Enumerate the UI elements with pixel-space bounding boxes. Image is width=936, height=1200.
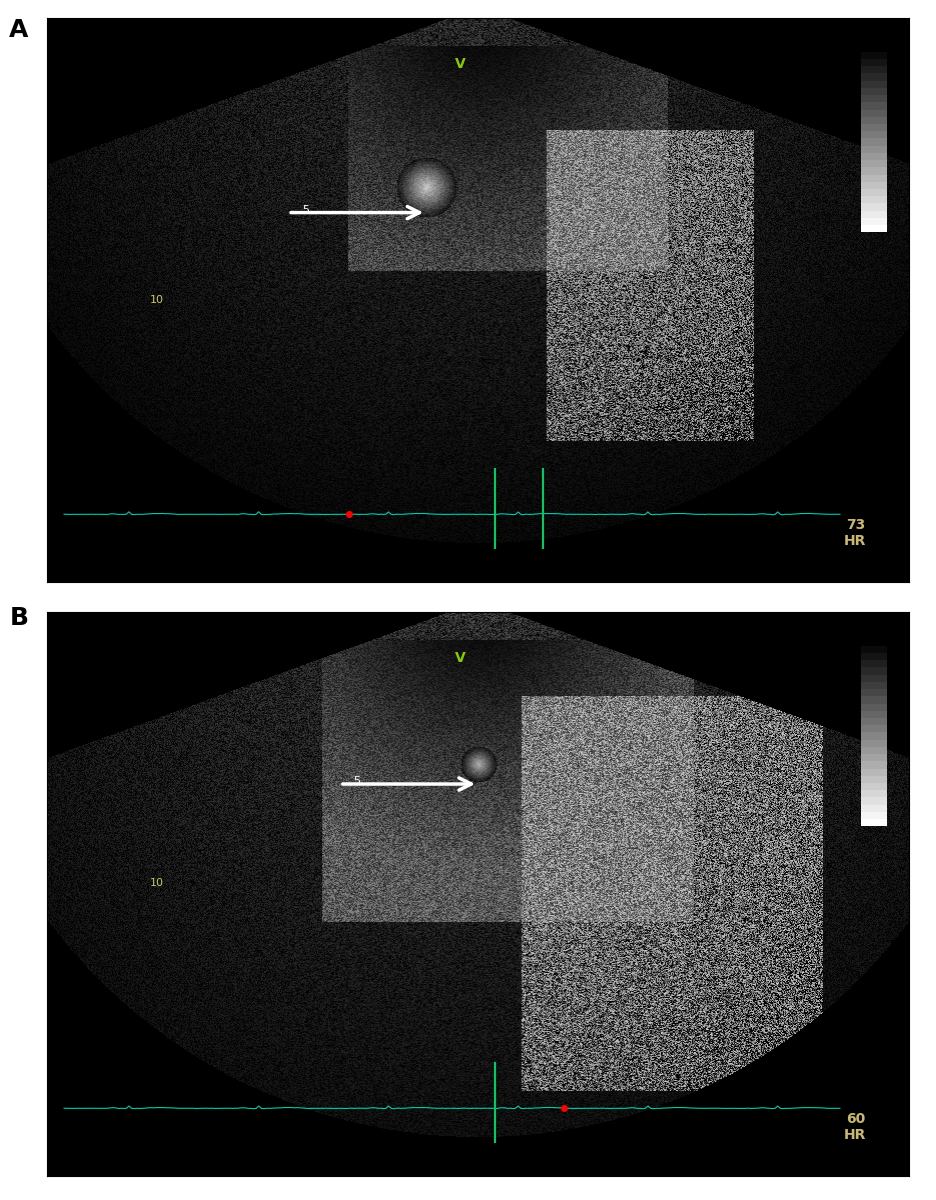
Bar (860, 80, 886, 88)
Bar (860, 160, 886, 167)
Bar (860, 167, 886, 174)
Bar (860, 145, 886, 152)
Bar (860, 190, 886, 197)
Text: A: A (9, 18, 29, 42)
Bar (860, 660, 886, 667)
Bar (860, 746, 886, 754)
Bar (860, 718, 886, 725)
Bar (860, 732, 886, 739)
Bar (860, 88, 886, 95)
Bar (860, 784, 886, 791)
Bar (860, 646, 886, 653)
Bar (860, 95, 886, 102)
Bar (860, 197, 886, 204)
Bar (860, 52, 886, 59)
Text: 5: 5 (353, 776, 360, 786)
Bar (860, 66, 886, 73)
Text: 10: 10 (150, 877, 164, 888)
Text: V: V (455, 652, 465, 666)
Bar (860, 204, 886, 211)
Bar (860, 725, 886, 732)
Bar (860, 703, 886, 710)
Bar (860, 667, 886, 674)
Bar (860, 211, 886, 218)
Bar (860, 798, 886, 805)
Bar (860, 710, 886, 718)
Bar (860, 739, 886, 746)
Text: 5: 5 (301, 205, 309, 215)
Bar (860, 696, 886, 703)
Bar (860, 116, 886, 124)
Bar (860, 805, 886, 812)
Text: B: B (9, 606, 28, 630)
Bar (860, 218, 886, 226)
Bar (860, 124, 886, 131)
Bar (860, 59, 886, 66)
Bar (860, 131, 886, 138)
Bar (860, 174, 886, 181)
Bar (860, 138, 886, 145)
Bar (860, 102, 886, 109)
Text: 10: 10 (150, 295, 164, 305)
Bar (860, 761, 886, 768)
Bar (860, 653, 886, 660)
Bar (860, 754, 886, 761)
Bar (860, 791, 886, 798)
Bar (860, 689, 886, 696)
Text: 60
HR: 60 HR (842, 1112, 865, 1142)
Bar (860, 109, 886, 116)
Bar (860, 775, 886, 784)
Bar (860, 226, 886, 233)
Bar (860, 812, 886, 820)
Bar (860, 152, 886, 160)
Bar (860, 820, 886, 827)
Bar (860, 674, 886, 682)
Bar (860, 768, 886, 775)
Bar (860, 181, 886, 190)
Text: V: V (455, 58, 465, 72)
Text: 73
HR: 73 HR (842, 518, 865, 548)
Bar (860, 73, 886, 80)
Bar (860, 682, 886, 689)
